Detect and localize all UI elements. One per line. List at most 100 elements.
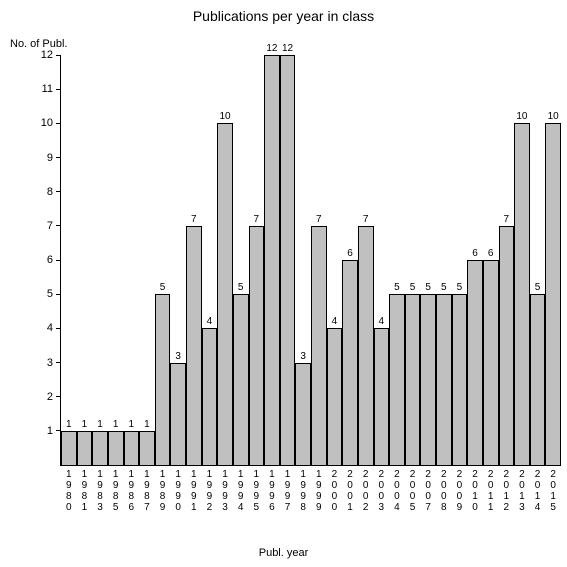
bar: 121996 xyxy=(264,55,280,465)
bar: 52009 xyxy=(452,294,468,465)
x-tick-label: 1998 xyxy=(296,469,310,513)
bar: 52007 xyxy=(420,294,436,465)
bar: 42003 xyxy=(374,328,390,465)
bar: 52014 xyxy=(530,294,546,465)
y-tick xyxy=(56,260,61,261)
x-tick-label: 1997 xyxy=(281,469,295,513)
x-tick-label: 2004 xyxy=(390,469,404,513)
bar-value-label: 6 xyxy=(484,248,498,259)
x-tick-label: 1985 xyxy=(109,469,123,513)
bar: 11981 xyxy=(77,431,93,465)
x-tick-label: 2007 xyxy=(421,469,435,513)
bar-value-label: 1 xyxy=(140,419,154,430)
bar: 31998 xyxy=(295,363,311,466)
bar-value-label: 1 xyxy=(93,419,107,430)
bar-value-label: 10 xyxy=(546,111,560,122)
x-tick-label: 2000 xyxy=(328,469,342,513)
x-tick-label: 2015 xyxy=(546,469,560,513)
bar-value-label: 12 xyxy=(281,43,295,54)
y-tick-label: 6 xyxy=(47,254,53,266)
bar-value-label: 10 xyxy=(218,111,232,122)
bar: 11983 xyxy=(92,431,108,465)
y-tick xyxy=(56,430,61,431)
bar-value-label: 3 xyxy=(296,351,310,362)
y-tick xyxy=(56,396,61,397)
bar: 102015 xyxy=(545,123,561,465)
bar: 62011 xyxy=(483,260,499,465)
y-tick-label: 8 xyxy=(47,186,53,198)
bar-value-label: 3 xyxy=(171,351,185,362)
bar: 71995 xyxy=(249,226,265,465)
x-tick-label: 2012 xyxy=(500,469,514,513)
x-tick-label: 1987 xyxy=(140,469,154,513)
bar: 72002 xyxy=(358,226,374,465)
bar-value-label: 5 xyxy=(531,282,545,293)
x-tick-label: 2013 xyxy=(515,469,529,513)
bar-value-label: 5 xyxy=(390,282,404,293)
x-tick-label: 2002 xyxy=(359,469,373,513)
bar: 52005 xyxy=(405,294,421,465)
y-tick xyxy=(56,294,61,295)
x-tick-label: 2009 xyxy=(453,469,467,513)
bar-value-label: 5 xyxy=(156,282,170,293)
bar: 41992 xyxy=(202,328,218,465)
bar-value-label: 5 xyxy=(406,282,420,293)
y-tick-label: 7 xyxy=(47,220,53,232)
bar: 51994 xyxy=(233,294,249,465)
bar-value-label: 4 xyxy=(375,316,389,327)
y-tick-label: 10 xyxy=(41,117,53,129)
bar: 52004 xyxy=(389,294,405,465)
bar: 51989 xyxy=(155,294,171,465)
y-tick-label: 1 xyxy=(47,425,53,437)
bar: 71999 xyxy=(311,226,327,465)
bar-value-label: 7 xyxy=(500,214,514,225)
y-tick xyxy=(56,362,61,363)
bar: 11985 xyxy=(108,431,124,465)
bar-value-label: 1 xyxy=(125,419,139,430)
x-tick-label: 1981 xyxy=(78,469,92,513)
bar-value-label: 5 xyxy=(453,282,467,293)
x-tick-label: 2001 xyxy=(343,469,357,513)
bar: 101993 xyxy=(217,123,233,465)
bar: 11980 xyxy=(61,431,77,465)
x-tick-label: 1989 xyxy=(156,469,170,513)
y-tick-label: 2 xyxy=(47,391,53,403)
x-tick-label: 1986 xyxy=(125,469,139,513)
x-tick-label: 2008 xyxy=(437,469,451,513)
bar-value-label: 7 xyxy=(187,214,201,225)
y-tick xyxy=(56,123,61,124)
y-tick xyxy=(56,225,61,226)
x-tick-label: 1999 xyxy=(312,469,326,513)
bar: 71991 xyxy=(186,226,202,465)
plot-area: 1198011981119831198511986119875198931990… xyxy=(60,55,561,466)
bar-value-label: 4 xyxy=(328,316,342,327)
bar-value-label: 5 xyxy=(437,282,451,293)
bar-value-label: 6 xyxy=(468,248,482,259)
x-tick-label: 2005 xyxy=(406,469,420,513)
y-tick-label: 3 xyxy=(47,357,53,369)
bar-value-label: 1 xyxy=(62,419,76,430)
y-tick-label: 12 xyxy=(41,49,53,61)
bar-value-label: 5 xyxy=(421,282,435,293)
bar-value-label: 12 xyxy=(265,43,279,54)
y-tick xyxy=(56,55,61,56)
y-tick-label: 11 xyxy=(42,83,53,95)
x-tick-label: 1991 xyxy=(187,469,201,513)
y-tick-label: 9 xyxy=(47,152,53,164)
y-axis-label: No. of Publ. xyxy=(10,38,67,50)
bar: 121997 xyxy=(280,55,296,465)
y-tick xyxy=(56,328,61,329)
y-tick xyxy=(56,191,61,192)
bars-group: 1198011981119831198511986119875198931990… xyxy=(61,55,561,465)
bar-value-label: 7 xyxy=(312,214,326,225)
bar: 11987 xyxy=(139,431,155,465)
x-tick-label: 2003 xyxy=(375,469,389,513)
bar-value-label: 1 xyxy=(78,419,92,430)
bar-value-label: 4 xyxy=(203,316,217,327)
bar: 72012 xyxy=(499,226,515,465)
bar: 52008 xyxy=(436,294,452,465)
bar: 62010 xyxy=(467,260,483,465)
y-tick xyxy=(56,157,61,158)
x-axis-label: Publ. year xyxy=(0,547,567,559)
x-tick-label: 1983 xyxy=(93,469,107,513)
